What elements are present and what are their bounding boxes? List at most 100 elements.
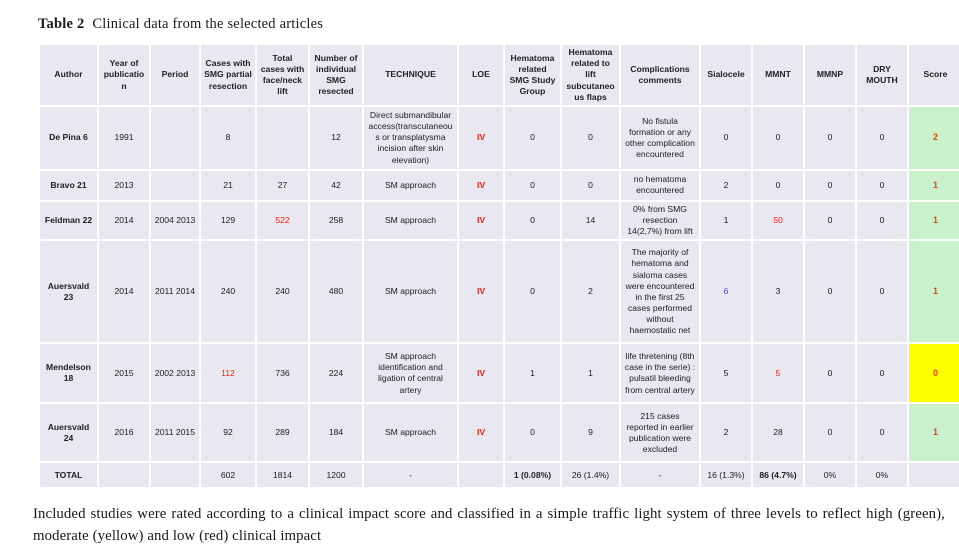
table-row: Auersvald 23 2014 2011 2014 240 240 480 SM app… xyxy=(40,241,959,343)
table-cell: 129 xyxy=(201,201,255,240)
table-cell: 2011 2014 xyxy=(151,241,199,343)
table-cell xyxy=(909,463,959,488)
table-cell: Auersvald 24 xyxy=(40,404,97,462)
table-cell: 1 xyxy=(909,170,959,200)
column-header: Hematoma related SMG Study Group xyxy=(505,45,560,105)
table-cell: 1 xyxy=(562,344,619,403)
table-cell: Auersvald 23 xyxy=(40,241,97,343)
table-cell: 522 xyxy=(257,201,308,240)
table-cell: 184 xyxy=(310,404,362,462)
table-footnote: Included studies were rated according to… xyxy=(33,506,945,544)
table-cell: 2004 2013 xyxy=(151,201,199,240)
table-cell: TOTAL xyxy=(40,463,97,488)
table-cell: 0 xyxy=(857,241,907,343)
table-cell: 1991 xyxy=(99,106,149,169)
table-cell: 224 xyxy=(310,344,362,403)
column-header: DRY MOUTH xyxy=(857,45,907,105)
table-cell: SM approach xyxy=(364,404,457,462)
column-header: Year of publication xyxy=(99,45,149,105)
table-cell: 0 xyxy=(562,170,619,200)
table-cell: 0% xyxy=(857,463,907,488)
table-cell: 2013 xyxy=(99,170,149,200)
table-cell: 3 xyxy=(753,241,803,343)
table-row: Bravo 21 2013 21 27 42 SM approach IV 0 0 no hema… xyxy=(40,170,959,200)
table-cell: 12 xyxy=(310,106,362,169)
table-cell: De Pina 6 xyxy=(40,106,97,169)
table-cell: 0 xyxy=(505,404,560,462)
column-header: Period xyxy=(151,45,199,105)
table-cell: SM approach identification and ligation … xyxy=(364,344,457,403)
column-header: Score xyxy=(909,45,959,105)
table-cell: 0 xyxy=(562,106,619,169)
table-cell: 0 xyxy=(805,344,855,403)
table-cell: SM approach xyxy=(364,201,457,240)
table-cell: 16 (1.3%) xyxy=(701,463,751,488)
table-title-text: Clinical data from the selected articles xyxy=(92,16,324,32)
table-cell: 0 xyxy=(805,201,855,240)
table-cell: IV xyxy=(459,201,503,240)
table-cell: 2014 xyxy=(99,241,149,343)
column-header: LOE xyxy=(459,45,503,105)
table-cell: 0 xyxy=(857,201,907,240)
table-cell: 258 xyxy=(310,201,362,240)
table-cell: Feldman 22 xyxy=(40,201,97,240)
table-row: De Pina 6 1991 8 12 Direct submandibular acc… xyxy=(40,106,959,169)
table-cell: The majority of hematoma and sialoma cas… xyxy=(621,241,699,343)
table-cell: 112 xyxy=(201,344,255,403)
table-row: TOTAL 602 1814 1200-1 (0.08%) 26 (1.4%) -16 (… xyxy=(40,463,959,488)
table-cell: 6 xyxy=(701,241,751,343)
table-cell: 0 xyxy=(857,106,907,169)
table-cell: 1200 xyxy=(310,463,362,488)
table-cell: 2 xyxy=(701,404,751,462)
table-row: Mendelson 18 2015 2002 2013 112 736 224 SM app… xyxy=(40,344,959,403)
table-cell: 5 xyxy=(701,344,751,403)
table-cell: life thretening (8th case in the serie) … xyxy=(621,344,699,403)
table-cell: 9 xyxy=(562,404,619,462)
table-cell: Bravo 21 xyxy=(40,170,97,200)
table-cell: 0 xyxy=(753,170,803,200)
table-cell xyxy=(151,106,199,169)
table-cell: 2016 xyxy=(99,404,149,462)
table-cell: IV xyxy=(459,404,503,462)
table-cell: 5 xyxy=(753,344,803,403)
table-cell: No fistula formation or any other compli… xyxy=(621,106,699,169)
table-cell: 1 xyxy=(909,201,959,240)
table-cell: 0 xyxy=(857,344,907,403)
table-cell: Direct submandibular access(transcutaneo… xyxy=(364,106,457,169)
table-cell: 602 xyxy=(201,463,255,488)
table-cell xyxy=(459,463,503,488)
table-cell: 240 xyxy=(201,241,255,343)
column-header: Complications comments xyxy=(621,45,699,105)
table-cell: 0 xyxy=(909,344,959,403)
table-cell: 1 xyxy=(505,344,560,403)
table-cell: 28 xyxy=(753,404,803,462)
table-cell: 215 cases reported in earlier publicatio… xyxy=(621,404,699,462)
table-cell: 1 (0.08%) xyxy=(505,463,560,488)
table-cell xyxy=(151,463,199,488)
table-cell: SM approach xyxy=(364,170,457,200)
table-cell: - xyxy=(364,463,457,488)
table-title: Table 2 Clinical data from the selected a… xyxy=(38,16,959,33)
table-cell: IV xyxy=(459,241,503,343)
table-cell: IV xyxy=(459,106,503,169)
table-cell: 8 xyxy=(201,106,255,169)
column-header: Cases with SMG partial resection xyxy=(201,45,255,105)
table-cell: 289 xyxy=(257,404,308,462)
table-cell: 0 xyxy=(505,170,560,200)
table-cell: 2015 xyxy=(99,344,149,403)
table-body: De Pina 6 1991 8 12 Direct submandibular acc… xyxy=(40,106,959,488)
table-cell: IV xyxy=(459,170,503,200)
clinical-data-table-container: Author Year of publication Period Cases wit… xyxy=(38,43,959,489)
table-cell: 42 xyxy=(310,170,362,200)
table-cell: 736 xyxy=(257,344,308,403)
table-number-label: Table 2 xyxy=(38,16,85,32)
table-cell: 0 xyxy=(505,241,560,343)
column-header: Sialocele xyxy=(701,45,751,105)
table-cell: 1814 xyxy=(257,463,308,488)
table-cell: 26 (1.4%) xyxy=(562,463,619,488)
table-cell: SM approach xyxy=(364,241,457,343)
column-header: Total cases with face/neck lift xyxy=(257,45,308,105)
table-cell: 1 xyxy=(909,404,959,462)
table-cell: 0% from SMG resection 14(2,7%) from lift xyxy=(621,201,699,240)
table-cell: 0 xyxy=(857,404,907,462)
